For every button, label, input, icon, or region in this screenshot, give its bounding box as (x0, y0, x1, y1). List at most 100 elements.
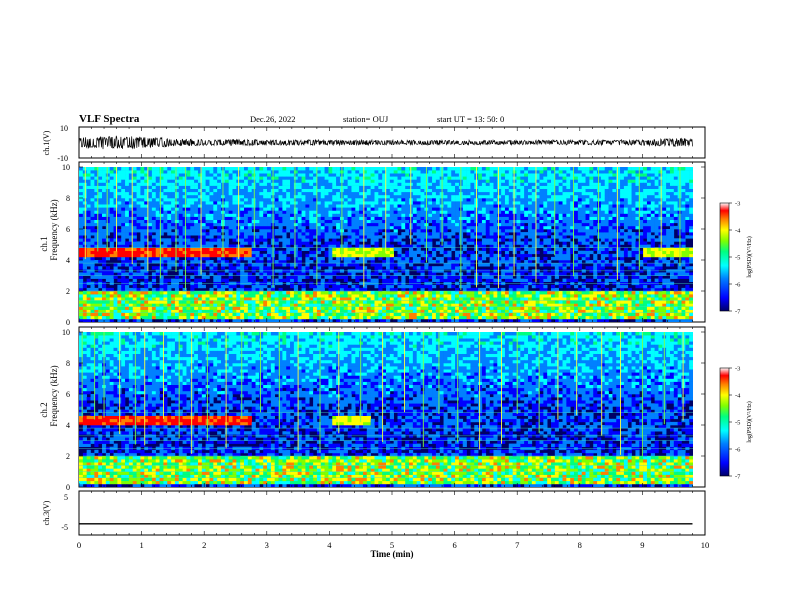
spectrogram-cell (163, 318, 168, 322)
spectrogram-cell (378, 176, 383, 180)
spectrogram-cell (113, 176, 118, 180)
spectrogram-cell (393, 179, 398, 183)
spectrogram-cell (305, 207, 310, 211)
spectrogram-cell (125, 229, 130, 233)
spectrogram-cell (504, 291, 510, 295)
spectrogram-cell (182, 287, 187, 292)
spectrogram-cell (378, 194, 383, 199)
spectrogram-cell (109, 182, 114, 186)
spectrogram-cell (493, 207, 498, 211)
spectrogram-cell (90, 247, 95, 251)
spectrogram-cell (478, 256, 483, 261)
spectrogram-cell (332, 315, 337, 320)
spectrogram-cell (293, 188, 299, 193)
spectrogram-cell (355, 167, 360, 171)
spectrogram-cell (274, 229, 279, 233)
spectrogram-cell (316, 229, 322, 233)
spectrogram-cell (140, 275, 145, 279)
spectrogram-cell (366, 272, 371, 276)
spectrogram-cell (293, 235, 299, 239)
spectrogram-cell (286, 198, 291, 202)
spectrogram-cell (305, 179, 310, 183)
spectrogram-cell (386, 266, 391, 270)
spectrogram-cell (497, 188, 502, 193)
spectrogram-cell (374, 291, 379, 295)
spectrogram-cell (362, 300, 368, 304)
spectrogram-cell (290, 182, 295, 186)
spectrogram-cell (485, 303, 490, 307)
spectrogram-cell (397, 300, 402, 304)
spectrogram-cell (432, 185, 437, 189)
spectrogram-cell (197, 241, 203, 245)
spectrogram-cell (244, 266, 249, 270)
spectrogram-cell (355, 260, 360, 264)
spectrogram-cell (347, 219, 352, 224)
spectrogram-cell (416, 210, 421, 214)
spectrogram-cell (493, 176, 498, 180)
spectrogram-cell (217, 176, 222, 180)
spectrogram-cell (148, 300, 153, 304)
spectrogram-cell (140, 207, 145, 211)
spectrogram-cell (144, 210, 149, 214)
spectrogram-cell (251, 198, 256, 202)
spectrogram-cell (128, 229, 134, 233)
spectrogram-cell (209, 179, 214, 183)
spectrogram-cell (259, 272, 264, 276)
spectrogram-cell (378, 229, 383, 233)
spectrogram-cell (416, 312, 421, 317)
spectrogram-cell (451, 170, 456, 174)
spectrogram-cell (213, 247, 218, 251)
spectrogram-cell (324, 167, 329, 171)
spectrogram-cell (489, 287, 494, 292)
spectrogram-cell (159, 263, 164, 267)
spectrogram-cell (109, 167, 114, 171)
spectrogram-cell (247, 291, 252, 295)
spectrogram-cell (209, 312, 214, 317)
spectrogram-cell (201, 185, 206, 189)
spectrogram-cell (374, 219, 379, 224)
spectrogram-cell (128, 297, 134, 301)
spectrogram-cell (282, 309, 287, 313)
spectrogram-cell (278, 278, 283, 282)
spectrogram-cell (470, 291, 475, 295)
spectrogram-cell (416, 232, 421, 236)
spectrogram-cell (420, 179, 425, 183)
spectrogram-cell (393, 309, 398, 313)
spectrogram-cell (128, 312, 134, 317)
spectrogram-cell (267, 210, 272, 214)
ch1-waveform-panel: 10 -10 ch.1(V) (42, 124, 706, 163)
spectrogram-cell (174, 229, 180, 233)
spectrogram-cell (343, 241, 348, 245)
spectrogram-cell (240, 300, 245, 304)
spectrogram-cell (405, 291, 410, 295)
spectrogram-cell (504, 250, 510, 255)
spectrogram-cell (205, 303, 210, 307)
spectrogram-cell (332, 303, 337, 307)
spectrogram-cell (148, 191, 153, 196)
spectrogram-cell (320, 232, 325, 236)
spectrogram-cell (359, 229, 364, 233)
spectrogram-cell (197, 256, 203, 261)
spectrogram-cell (232, 284, 237, 289)
spectrogram-cell (121, 225, 126, 230)
spectrogram-cell (282, 235, 287, 239)
spectrogram-cell (301, 291, 306, 295)
spectrogram-cell (478, 260, 483, 264)
spectrogram-cell (79, 275, 84, 279)
spectrogram-cell (347, 182, 352, 186)
spectrogram-cell (167, 188, 172, 193)
spectrogram-cell (435, 256, 441, 261)
spectrogram-cell (274, 250, 279, 255)
spectrogram-cell (228, 272, 233, 276)
spectrogram-cell (455, 315, 460, 320)
spectrogram-cell (190, 284, 195, 289)
spectrogram-cell (86, 263, 91, 267)
spectrogram-cell (428, 272, 433, 276)
spectrogram-cell (374, 263, 379, 267)
spectrogram-cell (190, 194, 195, 199)
spectrogram-cell (290, 204, 295, 208)
spectrogram-cell (462, 222, 467, 227)
spectrogram-cell (274, 222, 279, 227)
spectrogram-cell (293, 253, 299, 258)
